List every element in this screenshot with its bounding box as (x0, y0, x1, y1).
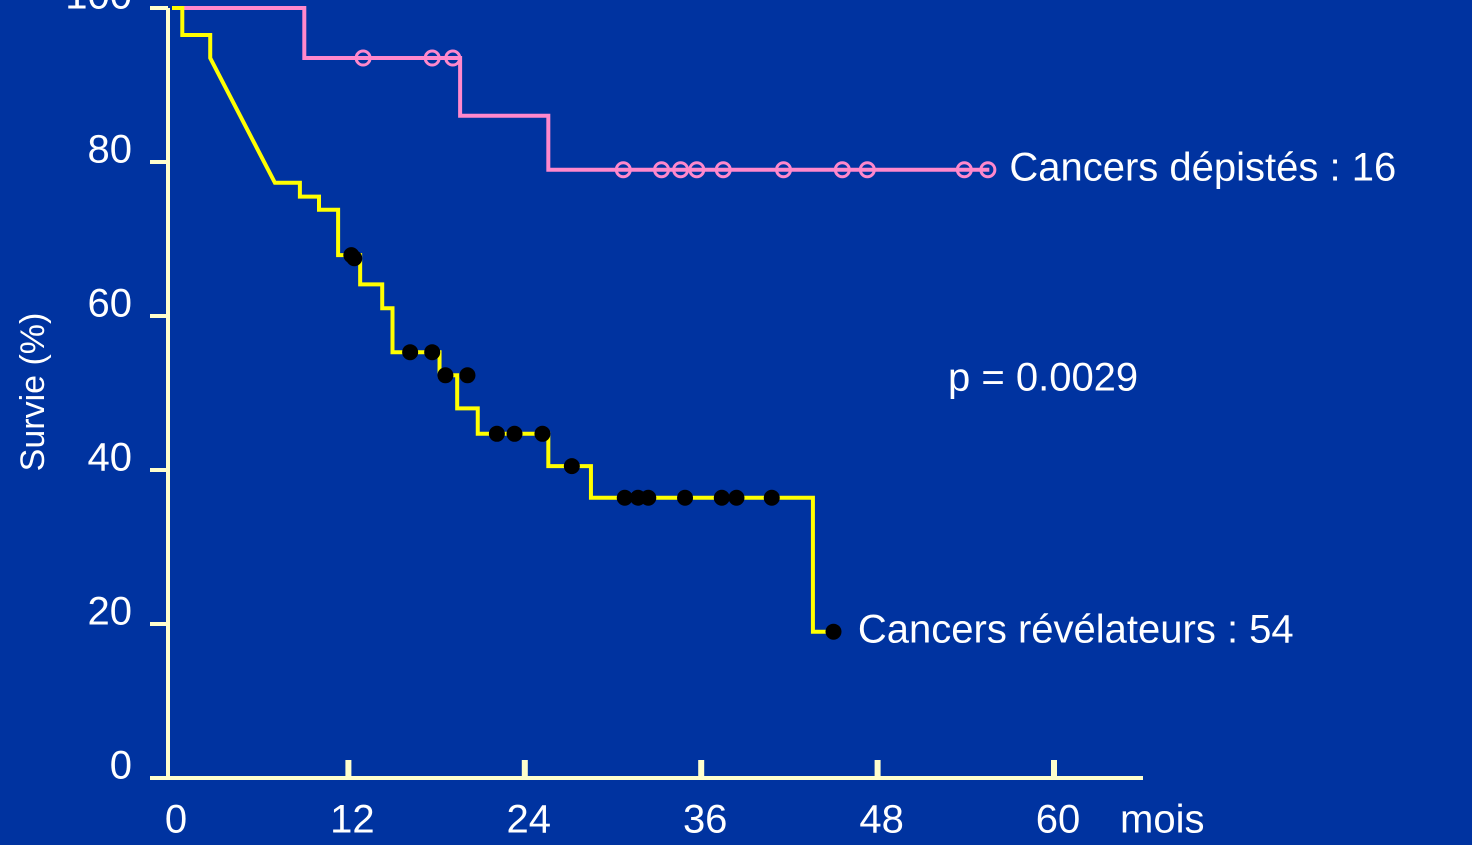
x-tick-label: 0 (165, 798, 187, 842)
censor-marker (563, 458, 580, 475)
censor-marker (402, 344, 419, 361)
censor-marker (825, 623, 842, 640)
y-tick-label: 100 (65, 0, 132, 18)
censor-marker (616, 489, 633, 506)
censor-marker (713, 489, 730, 506)
censor-marker (488, 425, 505, 442)
censor-marker (437, 367, 454, 384)
x-tick-label: 60 (1036, 798, 1081, 842)
censor-marker (444, 49, 462, 67)
x-tick-label: 48 (859, 798, 904, 842)
censor-marker (858, 161, 876, 179)
censor-marker (423, 49, 441, 67)
y-tick-label: 20 (88, 590, 133, 634)
censor-marker (979, 161, 997, 179)
x-tick-label: 36 (683, 798, 728, 842)
annotation: p = 0.0029 (948, 356, 1138, 400)
censor-marker (672, 161, 690, 179)
y-axis-label: Survie (%) (14, 313, 52, 472)
censor-marker (614, 161, 632, 179)
censor-marker (346, 250, 363, 267)
censor-marker (775, 161, 793, 179)
y-tick-label: 60 (88, 282, 133, 326)
censor-marker (763, 489, 780, 506)
censor-marker (955, 161, 973, 179)
x-tick-label: 24 (507, 798, 552, 842)
y-tick-label: 40 (88, 436, 133, 480)
censor-marker (459, 367, 476, 384)
censor-marker (354, 49, 372, 67)
censor-marker (506, 425, 523, 442)
x-tick-label: 12 (330, 798, 375, 842)
censor-marker (714, 161, 732, 179)
censor-marker (728, 489, 745, 506)
series-label: Cancers révélateurs : 54 (858, 607, 1294, 651)
censor-marker (640, 489, 657, 506)
survival-curve (172, 6, 838, 634)
series-label: Cancers dépistés : 16 (1009, 145, 1396, 189)
censor-marker (688, 161, 706, 179)
y-tick-label: 80 (88, 128, 133, 172)
y-tick-label: 0 (110, 744, 132, 788)
x-axis-label: mois (1120, 798, 1204, 842)
survival-curve (172, 6, 990, 172)
censor-marker (534, 425, 551, 442)
censor-marker (677, 489, 694, 506)
censor-marker (424, 344, 441, 361)
censor-marker (653, 161, 671, 179)
censor-marker (833, 161, 851, 179)
